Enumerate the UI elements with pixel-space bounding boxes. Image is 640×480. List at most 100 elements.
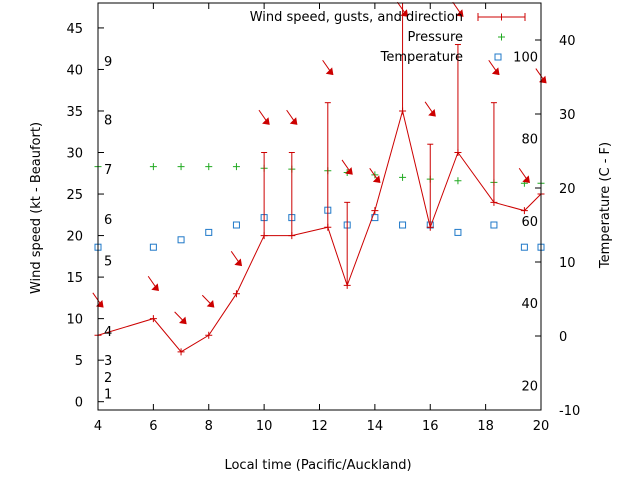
y2-tick-label: 30 <box>559 108 576 123</box>
x-tick-label: 8 <box>205 419 213 434</box>
y2-tick-label: 0 <box>559 330 567 345</box>
wind-speed-point <box>371 207 379 215</box>
fahrenheit-label: 20 <box>521 379 538 394</box>
wind-direction-arrow <box>286 109 298 125</box>
y2-tick-label: 10 <box>559 256 576 271</box>
pressure-point <box>232 163 240 171</box>
temperature-point <box>205 228 213 236</box>
temperature-point <box>232 221 240 229</box>
x-tick-label: 6 <box>149 419 157 434</box>
legend-temperature-label: Temperature <box>380 50 463 65</box>
y-tick-label: 10 <box>66 313 83 328</box>
wind-direction-arrow <box>452 1 464 17</box>
series-layer <box>92 1 547 356</box>
x-tick-label: 10 <box>256 419 273 434</box>
legend-wind-marker <box>498 13 505 21</box>
wind-direction-head <box>289 117 298 125</box>
wind-direction-arrow <box>147 275 159 292</box>
wind-direction-head <box>455 9 464 17</box>
pressure-point <box>454 177 462 185</box>
wind-speed-point <box>232 290 240 298</box>
beaufort-label: 2 <box>104 371 112 386</box>
wind-direction-arrow <box>322 59 334 76</box>
y2-tick-label: 40 <box>559 34 576 49</box>
wind-direction-arrow <box>518 167 530 184</box>
wind-direction-head <box>262 117 270 125</box>
temperature-point <box>520 243 528 251</box>
fahrenheit-label: 60 <box>521 215 538 230</box>
temperature-point <box>177 236 185 244</box>
wind-direction-head <box>151 283 159 292</box>
wind-speed-point <box>149 315 157 323</box>
wind-direction-arrow <box>488 59 500 76</box>
wind-speed-point <box>520 207 528 215</box>
wind-direction-arrow <box>258 109 270 125</box>
pressure-point <box>177 163 185 171</box>
fahrenheit-label: 80 <box>521 133 538 148</box>
x-tick-label: 14 <box>367 419 384 434</box>
y2-axis-label: Temperature (C - F) <box>598 142 613 269</box>
legend-wind-label: Wind speed, gusts, and direction <box>250 10 463 25</box>
wind-direction-head <box>206 299 215 308</box>
beaufort-label: 5 <box>104 254 112 269</box>
wind-direction-arrow <box>201 294 215 308</box>
y-tick-label: 15 <box>66 271 83 286</box>
wind-direction-head <box>179 316 187 325</box>
y-tick-label: 5 <box>75 354 83 369</box>
wind-direction-head <box>325 67 334 76</box>
y2-tick-label: -10 <box>559 404 580 419</box>
legend-temperature-marker <box>494 53 502 61</box>
beaufort-label: 8 <box>104 113 112 128</box>
y-tick-label: 40 <box>66 63 83 78</box>
beaufort-label: 9 <box>104 55 112 70</box>
axes-layer: 4 6 8 10 12 14 16 18 20051015202530354045-100102… <box>66 2 580 434</box>
legend-pressure-marker <box>498 33 505 41</box>
wind-direction-head <box>234 258 243 267</box>
x-tick-label: 18 <box>477 419 494 434</box>
wind-speed-point <box>177 348 185 356</box>
wind-direction-arrow <box>424 101 436 117</box>
wind-direction-head <box>522 175 530 184</box>
fahrenheit-label: 100 <box>513 50 538 65</box>
x-tick-label: 12 <box>311 419 328 434</box>
y-tick-label: 0 <box>75 396 83 411</box>
beaufort-label: 3 <box>104 354 112 369</box>
wind-direction-head <box>400 9 409 17</box>
y-tick-label: 20 <box>66 230 83 245</box>
wind-direction-arrow <box>174 311 187 325</box>
y-tick-label: 45 <box>66 22 83 37</box>
y-tick-label: 30 <box>66 147 83 162</box>
x-axis-label: Local time (Pacific/Auckland) <box>224 458 411 473</box>
beaufort-label: 1 <box>104 387 112 402</box>
wind-direction-head <box>372 175 381 184</box>
wind-direction-arrow <box>341 159 353 175</box>
pressure-point <box>205 163 213 171</box>
x-tick-label: 4 <box>94 419 102 434</box>
y2-tick-label: 20 <box>559 182 576 197</box>
wind-direction-arrow <box>396 1 409 17</box>
legend-pressure-label: Pressure <box>407 30 463 45</box>
pressure-point <box>149 163 157 171</box>
x-tick-label: 20 <box>533 419 550 434</box>
wind-direction-head <box>428 108 436 117</box>
temperature-point <box>490 221 498 229</box>
pressure-point <box>399 173 407 181</box>
temperature-point <box>399 221 407 229</box>
beaufort-label: 4 <box>104 325 112 340</box>
wind-direction-head <box>345 167 353 175</box>
wind-direction-head <box>491 67 500 76</box>
tick-marks <box>97 3 542 411</box>
legend: Wind speed, gusts, and direction Pressur… <box>250 10 526 65</box>
wind-direction-arrow <box>369 167 381 184</box>
fahrenheit-label: 40 <box>521 297 538 312</box>
wind-speed-point <box>205 331 213 339</box>
plot-frame <box>97 2 542 411</box>
temperature-point <box>149 243 157 251</box>
y-axis-label: Wind speed (kt - Beaufort) <box>29 122 44 294</box>
y-tick-label: 35 <box>66 105 83 120</box>
beaufort-label: 7 <box>104 163 112 178</box>
wind-speed-line <box>97 110 542 353</box>
x-tick-label: 16 <box>422 419 439 434</box>
y-tick-label: 25 <box>66 188 83 203</box>
